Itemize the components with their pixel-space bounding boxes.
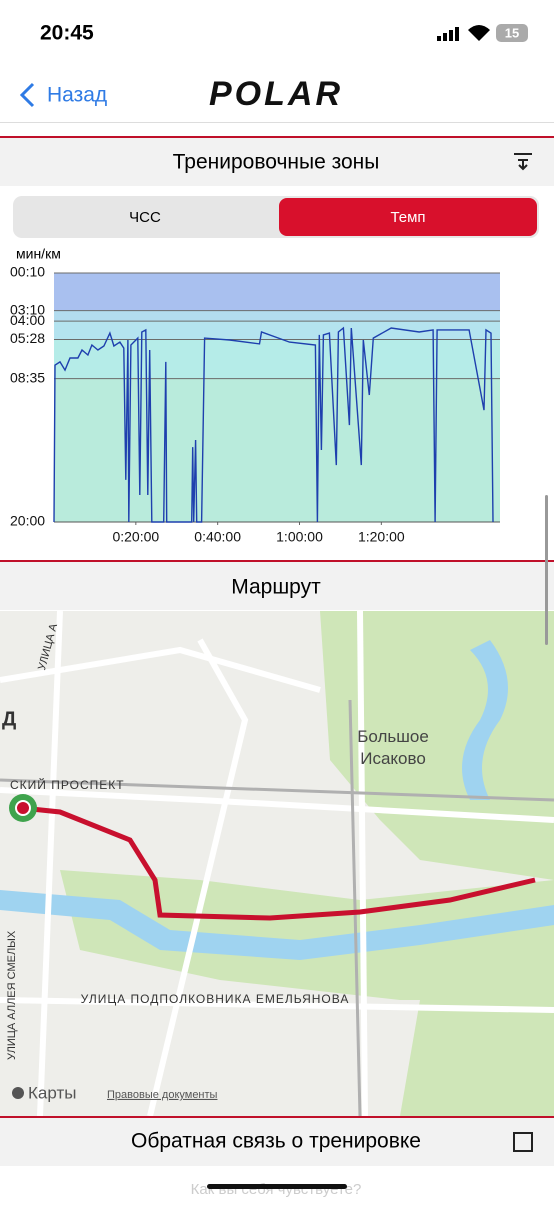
map-label: СКИЙ ПРОСПЕКТ	[10, 777, 125, 792]
map-brand: Карты	[28, 1083, 76, 1102]
battery	[496, 24, 528, 42]
zones-header	[0, 138, 554, 186]
clock: 20:45	[40, 22, 94, 45]
wifi	[468, 25, 490, 41]
y-tick-label: 08:35	[10, 369, 45, 385]
battery-level: 15	[505, 25, 519, 40]
y-tick-label: 00:10	[10, 264, 45, 280]
map-label: Большое Исаково	[357, 727, 429, 768]
section-title: Маршрут	[231, 576, 321, 599]
zone-band	[54, 273, 500, 311]
signal	[437, 27, 459, 41]
back-icon[interactable]	[19, 82, 35, 108]
map	[0, 610, 554, 1117]
tab[interactable]: ЧСС	[129, 209, 161, 226]
x-tick-label: 0:40:00	[194, 529, 241, 545]
hint: Как вы себя чувствуете?	[191, 1181, 362, 1198]
expand-icon[interactable]	[513, 1132, 533, 1152]
scrollbar	[545, 495, 548, 645]
zone-band	[54, 310, 500, 322]
legal-link[interactable]: Правовые документы	[107, 1089, 218, 1101]
tab[interactable]: Темп	[390, 209, 425, 226]
zone-band	[54, 378, 500, 522]
feedback-header	[0, 1118, 554, 1166]
map-label: УЛИЦА АЛЛЕЯ СМЕЛЫХ	[6, 930, 18, 1060]
y-tick-label: 04:00	[10, 312, 45, 328]
home-indicator	[207, 1184, 347, 1189]
tab-active[interactable]	[279, 198, 537, 236]
y-tick-label: 03:10	[10, 301, 45, 317]
y-tick-label: 05:28	[10, 330, 45, 346]
route-header	[0, 562, 554, 610]
section-title[interactable]: Обратная связь о тренировке	[131, 1130, 421, 1153]
y-tick-label: 20:00	[10, 513, 45, 529]
map-label: УЛИЦА ПОДПОЛКОВНИКА ЕМЕЛЬЯНОВА	[81, 992, 350, 1006]
x-tick-label: 1:20:00	[358, 529, 405, 545]
section-title: Тренировочные зоны	[173, 151, 380, 174]
back-button[interactable]: Назад	[47, 84, 107, 107]
filter-icon[interactable]	[514, 153, 532, 171]
x-tick-label: 0:20:00	[112, 529, 159, 545]
logo: POLAR	[209, 75, 343, 113]
pace-line	[53, 326, 494, 523]
map-label: Д	[2, 708, 16, 730]
y-axis-label: мин/км	[16, 246, 61, 262]
route	[21, 805, 536, 921]
x-tick-label: 1:00:00	[276, 529, 323, 545]
zone-band	[54, 321, 500, 340]
